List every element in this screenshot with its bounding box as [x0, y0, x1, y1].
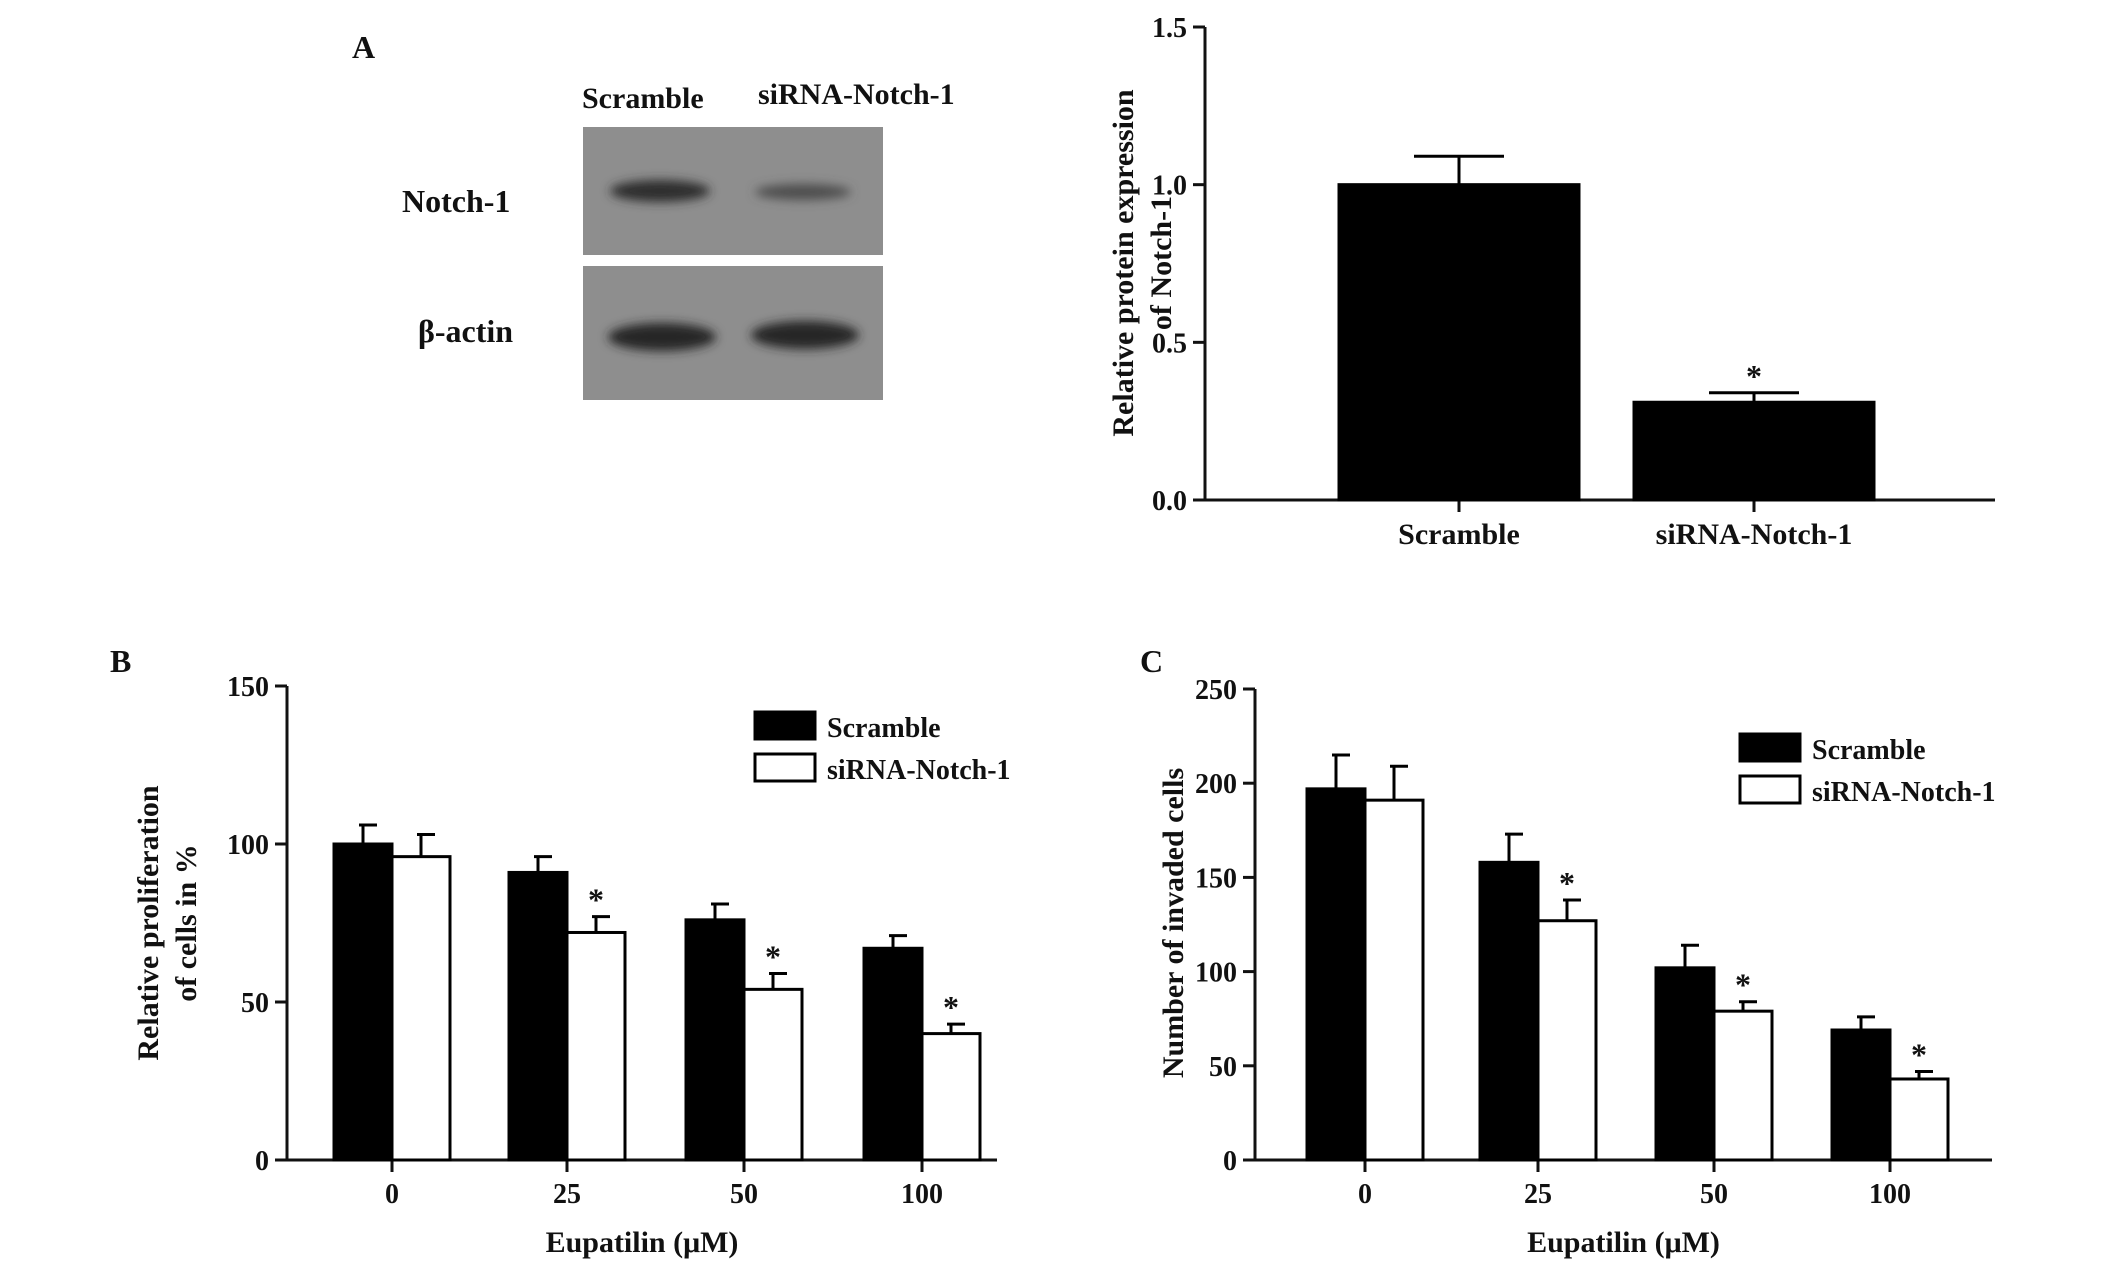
- legend: Scramble siRNA-Notch-1: [1738, 732, 1996, 808]
- significance-marker: *: [1559, 865, 1575, 901]
- x-tick-label: 50: [730, 1179, 758, 1210]
- x-tick-label: 0: [385, 1179, 399, 1210]
- x-tick-label: 100: [1869, 1179, 1911, 1210]
- x-tick-label: Scramble: [1398, 518, 1520, 551]
- y-tick-label: 100: [227, 830, 269, 861]
- y-axis-label: of cells in %: [170, 844, 203, 1002]
- bar: [507, 870, 569, 1162]
- legend-label: Scramble: [1812, 735, 1926, 766]
- legend-swatch: [1738, 732, 1802, 763]
- bar: [742, 987, 804, 1162]
- bar: [1337, 183, 1581, 502]
- bar: [1888, 1077, 1950, 1162]
- legend-label: Scramble: [827, 713, 941, 744]
- legend-swatch: [753, 710, 817, 741]
- bar: [862, 946, 924, 1162]
- y-tick-label: 1.5: [1152, 13, 1187, 44]
- x-axis-label: Eupatilin (μM): [1527, 1226, 1720, 1259]
- y-tick-label: 100: [1195, 958, 1237, 989]
- y-tick-label: 0.5: [1152, 328, 1187, 359]
- legend: Scramble siRNA-Notch-1: [753, 710, 1011, 786]
- blot-lane-label-scramble: Scramble: [582, 82, 704, 115]
- bar: [1536, 919, 1598, 1162]
- blot-row-label-notch1: Notch-1: [402, 183, 510, 219]
- significance-marker: *: [588, 882, 604, 918]
- bar: [565, 930, 627, 1162]
- bar: [684, 918, 746, 1162]
- y-tick-label: 250: [1195, 675, 1237, 706]
- bar: [332, 842, 394, 1162]
- panel-b-label: B: [110, 643, 131, 679]
- bar: [1478, 860, 1540, 1162]
- blot-band-notch1-sirna: [755, 184, 851, 200]
- y-axis-label: of Notch-1: [1145, 196, 1178, 330]
- bar: [1712, 1009, 1774, 1162]
- x-tick-label: 25: [553, 1179, 581, 1210]
- panel-a-label: A: [352, 29, 375, 65]
- y-tick-label: 50: [1209, 1052, 1237, 1083]
- y-tick-label: 0: [255, 1146, 269, 1177]
- bar: [390, 855, 452, 1162]
- legend-label: siRNA-Notch-1: [1812, 777, 1996, 808]
- bar: [1305, 787, 1367, 1162]
- chart-a-notch1-expression: 0.0 0.5 1.0 1.5 Relative protein expression o…: [1107, 13, 1995, 551]
- western-blot: Scramble siRNA-Notch-1 Notch-1 β-actin: [402, 78, 955, 400]
- legend-label: siRNA-Notch-1: [827, 755, 1011, 786]
- y-axis-label: Relative protein expression: [1107, 89, 1140, 437]
- y-tick-label: 50: [241, 988, 269, 1019]
- significance-marker: *: [1911, 1036, 1927, 1072]
- significance-marker: *: [1746, 358, 1762, 394]
- y-tick-label: 0.0: [1152, 486, 1187, 517]
- y-tick-label: 1.0: [1152, 171, 1187, 202]
- y-tick-label: 0: [1223, 1146, 1237, 1177]
- significance-marker: *: [943, 989, 959, 1025]
- blot-band-actin-sirna: [751, 321, 859, 349]
- x-tick-label: 0: [1358, 1179, 1372, 1210]
- x-tick-label: 100: [901, 1179, 943, 1210]
- blot-row-label-beta-actin: β-actin: [418, 313, 513, 349]
- chart-c-invasion: 0 50 100 150 200 250 Number of invaded cells 0 2…: [1157, 675, 1996, 1259]
- significance-marker: *: [765, 939, 781, 975]
- x-tick-label: 25: [1524, 1179, 1552, 1210]
- bar: [1830, 1028, 1892, 1162]
- x-tick-label: siRNA-Notch-1: [1656, 518, 1853, 551]
- x-tick-label: 50: [1700, 1179, 1728, 1210]
- y-axis-label: Number of invaded cells: [1157, 768, 1190, 1078]
- y-axis-label: Relative proliferation: [132, 785, 165, 1061]
- y-tick-label: 150: [1195, 863, 1237, 894]
- x-axis-label: Eupatilin (μM): [546, 1226, 739, 1259]
- chart-b-proliferation: 0 50 100 150 Relative proliferation of cells …: [132, 672, 1011, 1259]
- y-tick-label: 150: [227, 672, 269, 703]
- legend-swatch: [753, 752, 817, 783]
- legend-swatch: [1738, 774, 1802, 805]
- blot-band-actin-scramble: [608, 323, 716, 351]
- panel-c-label: C: [1140, 643, 1163, 679]
- bar: [920, 1032, 982, 1162]
- blot-band-notch1-scramble: [610, 180, 710, 202]
- blot-lane-label-sirna: siRNA-Notch-1: [758, 78, 955, 111]
- significance-marker: *: [1735, 967, 1751, 1003]
- bar: [1654, 966, 1716, 1162]
- bar: [1632, 400, 1876, 502]
- y-tick-label: 200: [1195, 769, 1237, 800]
- bar: [1363, 798, 1425, 1162]
